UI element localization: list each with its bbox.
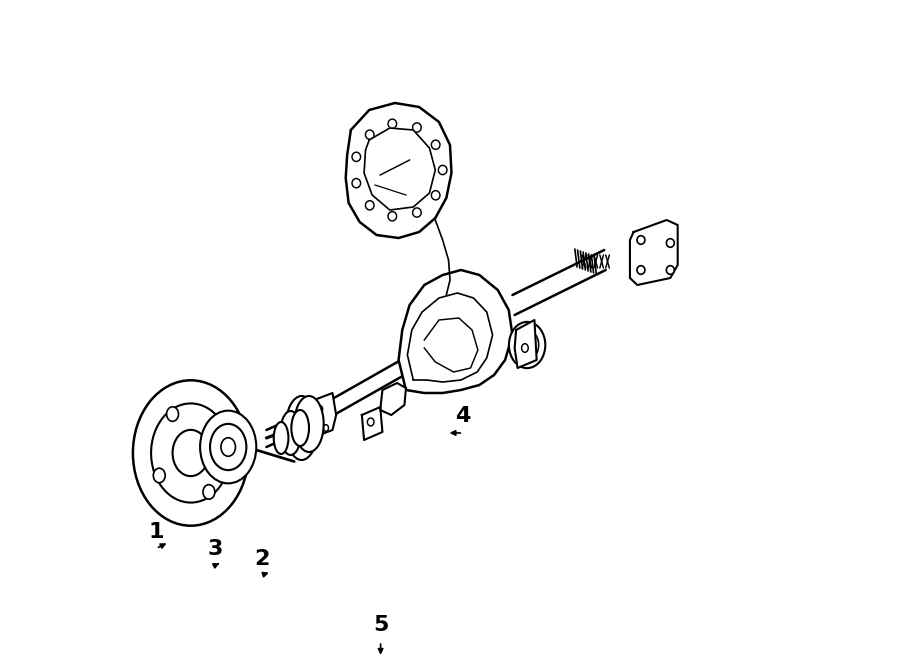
Ellipse shape <box>274 422 288 454</box>
Polygon shape <box>310 393 337 437</box>
Ellipse shape <box>200 410 256 483</box>
Ellipse shape <box>210 424 247 470</box>
Ellipse shape <box>133 380 248 525</box>
Ellipse shape <box>352 178 361 188</box>
Ellipse shape <box>666 239 674 247</box>
Polygon shape <box>515 320 536 368</box>
Ellipse shape <box>318 406 322 412</box>
Polygon shape <box>399 270 512 393</box>
Ellipse shape <box>216 423 229 438</box>
Text: 2: 2 <box>254 549 269 568</box>
Ellipse shape <box>388 212 397 221</box>
Text: 4: 4 <box>455 407 471 426</box>
Ellipse shape <box>280 411 301 455</box>
Ellipse shape <box>516 330 539 360</box>
Text: 3: 3 <box>208 539 223 559</box>
Polygon shape <box>346 103 452 238</box>
Ellipse shape <box>522 344 528 352</box>
Ellipse shape <box>637 236 645 245</box>
Text: 5: 5 <box>373 615 388 635</box>
Polygon shape <box>364 128 436 210</box>
Text: 1: 1 <box>148 522 164 542</box>
Polygon shape <box>362 407 382 440</box>
Ellipse shape <box>666 266 674 274</box>
Ellipse shape <box>173 430 209 476</box>
Ellipse shape <box>153 468 166 483</box>
Ellipse shape <box>220 438 236 456</box>
Ellipse shape <box>323 425 328 432</box>
Ellipse shape <box>438 165 447 175</box>
Ellipse shape <box>508 322 545 368</box>
Ellipse shape <box>203 485 215 499</box>
Polygon shape <box>408 293 492 382</box>
Ellipse shape <box>365 201 374 210</box>
Ellipse shape <box>367 418 374 426</box>
Ellipse shape <box>365 130 374 139</box>
Ellipse shape <box>151 403 230 502</box>
Ellipse shape <box>352 152 361 161</box>
Ellipse shape <box>431 140 440 149</box>
Ellipse shape <box>412 123 421 132</box>
Ellipse shape <box>388 119 397 128</box>
Ellipse shape <box>412 208 421 217</box>
Ellipse shape <box>431 190 440 200</box>
Ellipse shape <box>637 266 645 274</box>
Ellipse shape <box>294 396 324 452</box>
Ellipse shape <box>166 407 178 421</box>
Ellipse shape <box>292 410 309 446</box>
Ellipse shape <box>285 396 318 460</box>
Polygon shape <box>630 220 678 285</box>
Polygon shape <box>380 383 406 415</box>
